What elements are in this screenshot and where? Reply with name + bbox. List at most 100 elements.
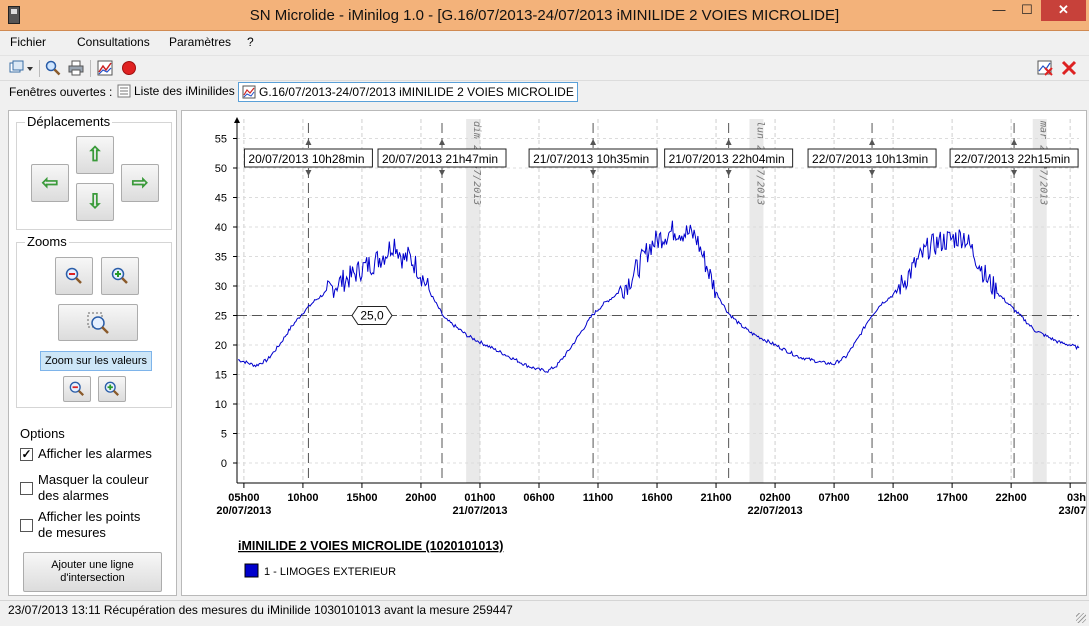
print-icon[interactable]	[68, 60, 84, 76]
x-tick-label: 06h00	[523, 492, 554, 504]
windows-menu-icon[interactable]	[9, 60, 35, 76]
zoom-in-icon	[111, 267, 128, 284]
marker-arrow-up	[725, 139, 732, 145]
temperature-chart[interactable]: dim 21/07/2013lun 22/07/2013mar 23/07/20…	[182, 111, 1087, 596]
legend-swatch	[244, 563, 259, 578]
add-intersection-line-button[interactable]: Ajouter une ligne d'intersection	[23, 552, 162, 592]
marker-label: 20/07/2013 21h47min	[382, 152, 498, 166]
marker-arrow-up	[439, 139, 446, 145]
y-tick-label: 45	[215, 193, 227, 205]
x-tick-label: 11h00	[583, 492, 614, 504]
marker-arrow-down	[590, 170, 597, 176]
menu-file[interactable]: Fichier	[10, 35, 47, 49]
left-panel: Déplacements ⇧ ⇦ ⇨ ⇩ Zooms	[8, 110, 177, 596]
marker-label-box	[807, 148, 937, 168]
moves-title: Déplacements	[25, 114, 113, 129]
y-tick-label: 55	[215, 134, 227, 146]
y-axis-arrow	[234, 117, 240, 123]
menu-parameters[interactable]: Paramètres	[169, 35, 232, 49]
search-icon[interactable]	[45, 60, 61, 76]
list-icon	[117, 84, 131, 98]
tab-label: Liste des iMinilides	[134, 84, 235, 98]
marker-label-box	[243, 148, 373, 168]
arrow-left-icon: ⇦	[41, 172, 59, 194]
marker-arrow-down	[439, 170, 446, 176]
y-tick-label: 15	[215, 370, 227, 382]
zoom-values-in-button[interactable]	[98, 376, 126, 402]
marker-arrow-down	[725, 170, 732, 176]
zoom-values-label[interactable]: Zoom sur les valeurs	[40, 351, 152, 371]
y-tick-label: 50	[215, 163, 227, 175]
y-tick-label: 25	[215, 311, 227, 323]
day-band	[749, 119, 764, 483]
zoom-values-out-button[interactable]	[63, 376, 91, 402]
marker-label: 22/07/2013 10h13min	[812, 152, 928, 166]
toolbar	[0, 55, 1089, 80]
close-chart-icon[interactable]	[1037, 60, 1053, 76]
option-show-points[interactable]: Afficher les points de mesures	[20, 509, 160, 543]
y-tick-label: 35	[215, 252, 227, 264]
status-bar: 23/07/2013 13:11 Récupération des mesure…	[0, 600, 1089, 626]
tab-iminilide-list[interactable]: Liste des iMinilides	[114, 82, 238, 102]
x-tick-sublabel: 21/07/2013	[452, 505, 507, 517]
marker-arrow-up	[590, 139, 597, 145]
x-tick-label: 07h00	[818, 492, 849, 504]
marker-arrow-down	[305, 170, 312, 176]
series-line	[237, 220, 1080, 373]
checkbox-show-alarms[interactable]: ✓	[20, 447, 33, 461]
zoom-in-button[interactable]	[101, 257, 139, 295]
menu-help[interactable]: ?	[247, 35, 254, 49]
x-tick-label: 02h00	[759, 492, 790, 504]
marker-label-box	[528, 148, 658, 168]
move-down-button[interactable]: ⇩	[76, 183, 114, 221]
chart-area[interactable]: dim 21/07/2013lun 22/07/2013mar 23/07/20…	[181, 110, 1087, 596]
minimize-button[interactable]: —	[992, 2, 1006, 17]
move-left-button[interactable]: ⇦	[31, 164, 69, 202]
marker-label: 22/07/2013 22h15min	[954, 152, 1070, 166]
option-label: Masquer la couleur des alarmes	[38, 472, 149, 503]
x-tick-label: 03h	[1067, 492, 1086, 504]
resize-grip[interactable]	[1076, 613, 1086, 623]
x-tick-label: 15h00	[346, 492, 377, 504]
move-up-button[interactable]: ⇧	[76, 136, 114, 174]
option-hide-alarm-color[interactable]: Masquer la couleur des alarmes	[20, 472, 160, 506]
close-button[interactable]: ✕	[1041, 0, 1086, 21]
chart-icon[interactable]	[97, 60, 113, 76]
zooms-group: Zooms Zoom sur les valeurs	[16, 234, 172, 408]
record-icon[interactable]	[121, 60, 137, 76]
menu-bar: Fichier Consultations Paramètres ?	[0, 31, 1089, 54]
maximize-button[interactable]: ☐	[1021, 2, 1033, 17]
window-title: SN Microlide - iMinilog 1.0 - [G.16/07/2…	[249, 7, 840, 24]
zoom-out-button[interactable]	[55, 257, 93, 295]
options-group: Options ✓ Afficher les alarmes Masquer l…	[16, 426, 172, 593]
marker-arrow-up	[869, 139, 876, 145]
app-icon	[8, 6, 20, 24]
marker-arrow-down	[1011, 170, 1018, 176]
x-tick-label: 12h00	[877, 492, 908, 504]
chart-icon	[242, 85, 256, 99]
day-band	[1032, 119, 1047, 483]
close-red-icon[interactable]	[1061, 60, 1077, 76]
checkbox-show-points[interactable]	[20, 519, 33, 532]
x-tick-label: 20h00	[405, 492, 436, 504]
zoom-selection-button[interactable]	[58, 304, 138, 341]
y-tick-label: 40	[215, 222, 227, 234]
option-label: Afficher les points de mesures	[38, 509, 141, 540]
zoom-selection-icon	[87, 312, 109, 334]
x-tick-label: 05h00	[228, 492, 259, 504]
toolbar-separator	[39, 60, 40, 77]
intersection-value-label: 25,0	[360, 309, 384, 323]
menu-consultations[interactable]: Consultations	[77, 35, 150, 49]
arrow-up-icon: ⇧	[86, 144, 104, 166]
zoom-out-icon	[69, 381, 85, 397]
moves-group: Déplacements ⇧ ⇦ ⇨ ⇩	[16, 114, 172, 230]
chart-title: iMINILIDE 2 VOIES MICROLIDE (1020101013)	[238, 539, 503, 553]
move-right-button[interactable]: ⇨	[121, 164, 159, 202]
marker-arrow-down	[869, 170, 876, 176]
checkbox-hide-alarm-color[interactable]	[20, 482, 33, 495]
marker-label: 20/07/2013 10h28min	[248, 152, 364, 166]
x-tick-sublabel: 22/07/2013	[748, 505, 803, 517]
marker-arrow-up	[305, 139, 312, 145]
tab-graph[interactable]: G.16/07/2013-24/07/2013 iMINILIDE 2 VOIE…	[238, 82, 578, 102]
zoom-in-icon	[104, 381, 120, 397]
